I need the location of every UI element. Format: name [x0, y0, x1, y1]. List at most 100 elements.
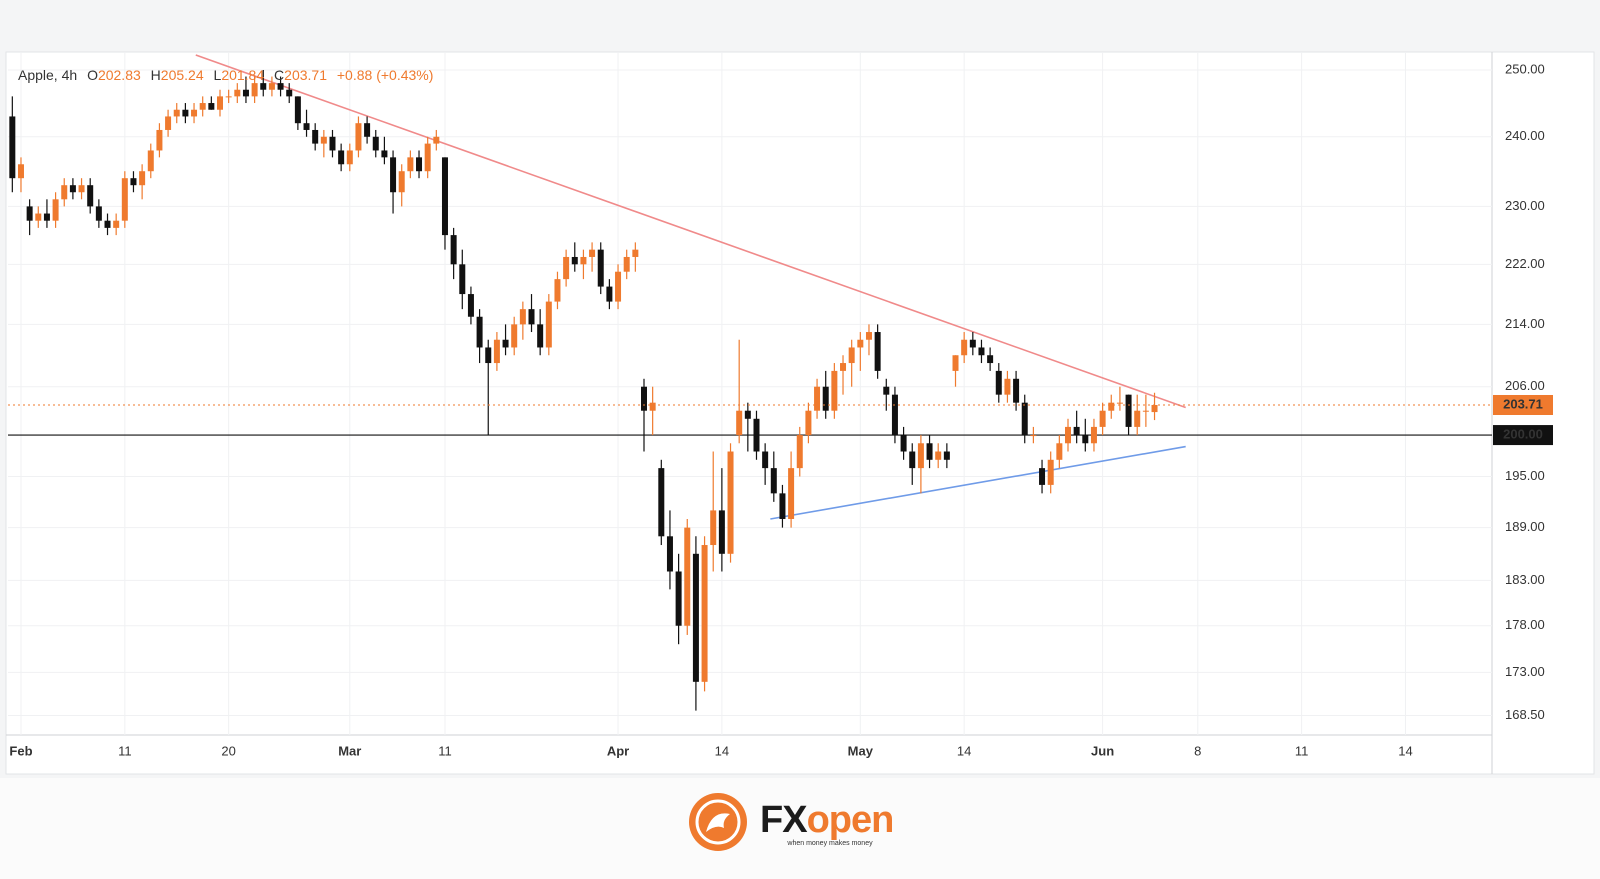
- candle-body: [615, 271, 622, 302]
- brand-fx: FX: [760, 799, 808, 841]
- candle-body: [52, 199, 59, 221]
- x-tick-label: 8: [1194, 743, 1201, 758]
- candle-body: [1151, 404, 1158, 413]
- candle-body: [805, 410, 812, 436]
- candle-body: [658, 468, 665, 537]
- symbol: Apple, 4h: [18, 67, 77, 83]
- candle-body: [485, 347, 492, 364]
- candle-body: [762, 451, 769, 469]
- x-tick-label: 11: [118, 743, 132, 758]
- y-tick-label: 206.00: [1505, 378, 1545, 393]
- candle-body: [840, 363, 847, 371]
- candle-body: [969, 339, 976, 348]
- candle-body: [857, 339, 864, 348]
- candle-body: [191, 109, 198, 117]
- candle-body: [753, 418, 760, 452]
- candle-body: [883, 386, 890, 395]
- candle-body: [727, 451, 734, 554]
- candle-body: [961, 339, 968, 356]
- candle-body: [329, 136, 336, 151]
- y-tick-label: 230.00: [1505, 198, 1545, 213]
- candle-body: [467, 294, 474, 317]
- candle-body: [390, 157, 397, 193]
- x-tick-label: 11: [1295, 743, 1309, 758]
- chart-panel: [5, 51, 1595, 775]
- candle-body: [978, 347, 985, 356]
- x-tick-label: 14: [715, 743, 729, 758]
- ohlc-value: 203.71: [284, 67, 327, 83]
- candle-body: [606, 286, 613, 302]
- ohlc-value: 202.83: [98, 67, 141, 83]
- candle-body: [822, 386, 829, 411]
- x-tick-label: Apr: [607, 743, 629, 758]
- candle-body: [416, 157, 423, 172]
- logo-icon-ring: [695, 799, 741, 845]
- candle-body: [580, 256, 587, 265]
- level-label: 200.00: [1503, 427, 1543, 442]
- candle-body: [770, 468, 777, 494]
- ohlc-prefix: O: [87, 67, 98, 83]
- candle-body: [156, 129, 163, 151]
- candle-body: [917, 443, 924, 469]
- candle-body: [69, 185, 76, 193]
- candle-body: [995, 370, 1002, 395]
- ohlc-value: 205.24: [161, 67, 204, 83]
- x-tick-label: 14: [957, 743, 971, 758]
- candle-body: [1004, 378, 1011, 395]
- candle-body: [113, 220, 120, 228]
- candle-body: [260, 83, 267, 90]
- y-tick-label: 214.00: [1505, 316, 1545, 331]
- candle-body: [814, 386, 821, 411]
- candle-body: [1073, 426, 1080, 436]
- candle-body: [26, 206, 33, 221]
- candle-body: [641, 386, 647, 411]
- candle-body: [43, 213, 50, 221]
- change: +0.88 (+0.43%): [337, 67, 434, 83]
- candle-body: [589, 249, 596, 257]
- candle-body: [597, 249, 604, 287]
- last-price-box: [1493, 394, 1553, 415]
- brand-tagline: when money makes money: [786, 840, 873, 847]
- candle-body: [147, 150, 154, 172]
- candle-body: [692, 553, 699, 682]
- candle-body: [987, 355, 994, 364]
- candle-body: [666, 536, 673, 572]
- candle-body: [511, 324, 518, 348]
- x-tick-label: 14: [1398, 743, 1412, 758]
- candle-body: [9, 116, 16, 179]
- candle-body: [1142, 410, 1149, 412]
- candle-body: [502, 339, 509, 348]
- candle-body: [225, 96, 232, 98]
- candle-body: [338, 150, 345, 165]
- candle-body: [710, 510, 717, 546]
- candle-body: [1090, 426, 1097, 444]
- y-tick-label: 183.00: [1505, 572, 1545, 587]
- candle-body: [874, 332, 881, 371]
- candle-body: [450, 235, 457, 265]
- candle-body: [1039, 468, 1046, 485]
- candle-body: [346, 150, 353, 165]
- y-tick-label: 189.00: [1505, 519, 1545, 534]
- candle-body: [242, 89, 249, 97]
- candle-body: [364, 123, 371, 137]
- candle-body: [459, 264, 466, 295]
- candle-body: [1134, 410, 1141, 427]
- candle-body: [1108, 402, 1115, 411]
- y-tick-label: 173.00: [1505, 664, 1545, 679]
- candle-body: [519, 309, 526, 325]
- y-tick-label: 240.00: [1505, 128, 1545, 143]
- candle-body: [952, 355, 959, 371]
- candle-body: [537, 324, 544, 348]
- candle-body: [571, 256, 578, 265]
- candle-body: [935, 451, 942, 460]
- brand-open: open: [807, 799, 894, 841]
- x-tick-label: May: [848, 743, 874, 758]
- x-tick-label: 20: [221, 743, 235, 758]
- candle-body: [684, 527, 691, 626]
- x-tick-label: 11: [438, 743, 452, 758]
- ohlc-prefix: L: [214, 67, 222, 83]
- candle-body: [1065, 426, 1071, 444]
- candle-body: [61, 185, 68, 200]
